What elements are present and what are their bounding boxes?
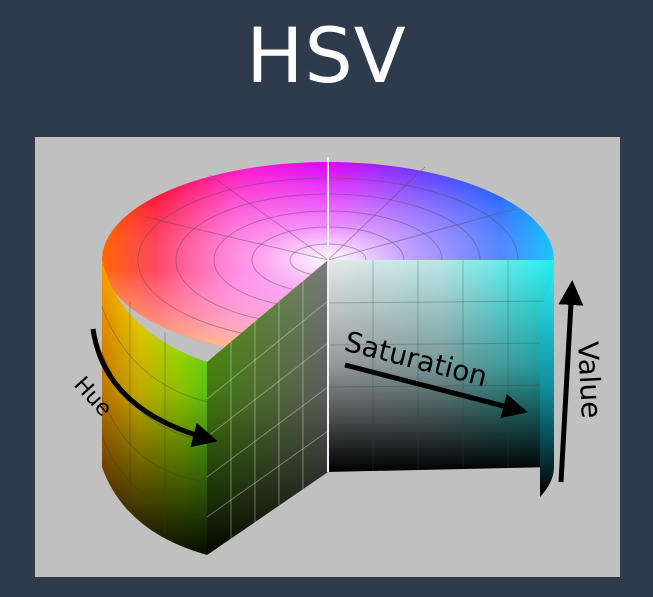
value-arrow <box>558 280 584 483</box>
cylinder-right-side <box>540 260 554 497</box>
cylinder-left-side <box>101 260 208 555</box>
hue-arrow <box>90 328 218 448</box>
value-label: Value <box>571 341 608 420</box>
hsv-cylinder-diagram: Hue Saturation Value <box>69 157 608 555</box>
hsv-diagram-panel: Hue Saturation Value <box>35 137 620 577</box>
page-title: HSV <box>246 11 407 100</box>
left-cut-face <box>206 260 329 555</box>
saturation-arrow <box>344 362 528 419</box>
right-cut-face <box>327 260 555 472</box>
